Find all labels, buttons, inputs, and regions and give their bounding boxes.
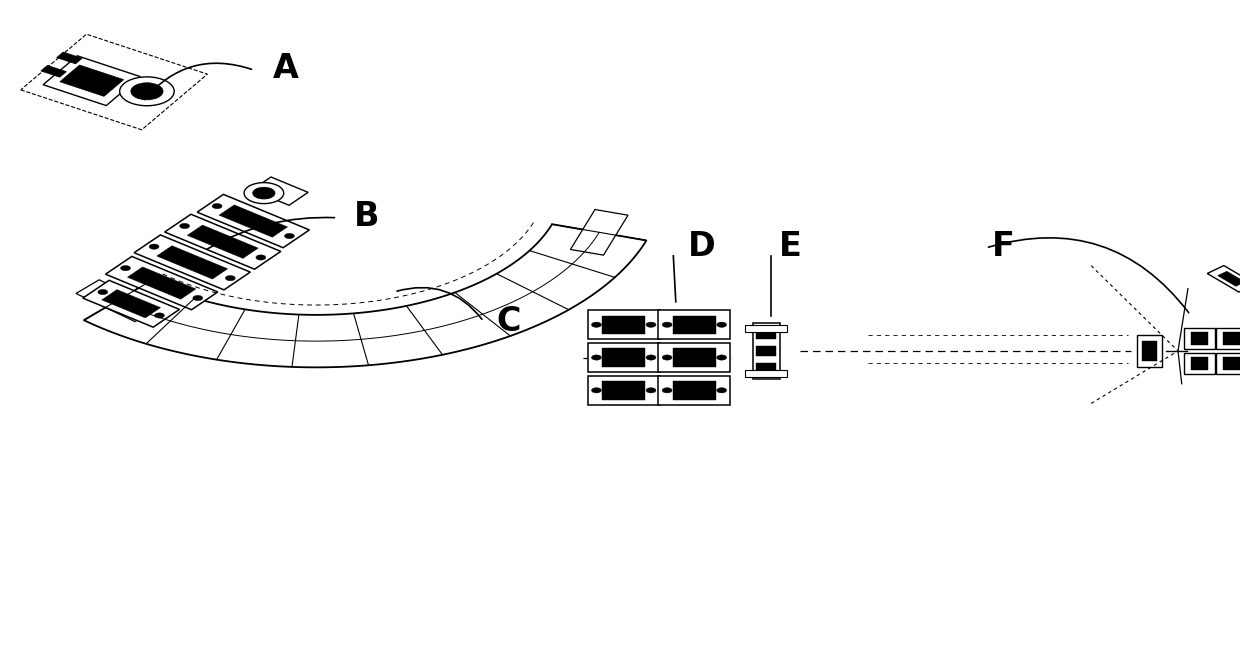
Circle shape (717, 388, 727, 393)
Polygon shape (588, 310, 660, 339)
Polygon shape (1215, 328, 1240, 349)
Polygon shape (252, 177, 308, 205)
Circle shape (120, 77, 175, 106)
Polygon shape (1223, 357, 1240, 370)
Polygon shape (156, 246, 228, 279)
Polygon shape (219, 205, 288, 237)
Polygon shape (102, 289, 160, 318)
Polygon shape (1183, 353, 1214, 374)
Polygon shape (1223, 332, 1240, 345)
Circle shape (662, 322, 672, 327)
Text: D: D (688, 230, 715, 262)
Polygon shape (1190, 332, 1208, 345)
Polygon shape (57, 52, 82, 64)
Circle shape (717, 355, 727, 360)
Circle shape (255, 255, 265, 260)
Polygon shape (588, 376, 660, 405)
Polygon shape (1137, 335, 1162, 367)
Circle shape (717, 322, 727, 327)
Circle shape (591, 322, 601, 327)
Circle shape (244, 182, 284, 203)
Polygon shape (83, 280, 180, 327)
Polygon shape (603, 381, 645, 400)
Polygon shape (570, 209, 627, 255)
Text: E: E (779, 230, 801, 262)
Circle shape (98, 289, 108, 295)
Polygon shape (658, 376, 730, 405)
Circle shape (253, 187, 275, 199)
Polygon shape (603, 348, 645, 367)
Polygon shape (745, 370, 787, 377)
Polygon shape (1215, 353, 1240, 374)
Polygon shape (756, 330, 776, 339)
Circle shape (120, 266, 130, 271)
Circle shape (131, 83, 164, 100)
Circle shape (226, 276, 236, 281)
Polygon shape (128, 267, 196, 299)
Polygon shape (1142, 341, 1157, 361)
Circle shape (646, 388, 656, 393)
Polygon shape (1190, 357, 1208, 370)
Polygon shape (105, 256, 218, 310)
Polygon shape (1218, 271, 1240, 287)
Circle shape (193, 295, 203, 300)
Polygon shape (603, 316, 645, 334)
Text: A: A (273, 52, 299, 85)
Circle shape (591, 355, 601, 360)
Polygon shape (76, 280, 159, 321)
Text: B: B (353, 200, 379, 233)
Polygon shape (187, 225, 258, 258)
Polygon shape (658, 343, 730, 372)
Text: F: F (992, 230, 1014, 262)
Circle shape (662, 388, 672, 393)
Polygon shape (60, 65, 124, 96)
Polygon shape (165, 215, 280, 269)
Polygon shape (41, 66, 67, 77)
Circle shape (212, 203, 222, 209)
Circle shape (662, 355, 672, 360)
Polygon shape (745, 325, 787, 331)
Circle shape (149, 244, 159, 249)
Polygon shape (588, 343, 660, 372)
Polygon shape (1183, 328, 1214, 349)
Polygon shape (134, 235, 250, 290)
Polygon shape (673, 381, 715, 400)
Circle shape (646, 355, 656, 360)
Polygon shape (673, 348, 715, 367)
Circle shape (284, 234, 294, 239)
Text: C: C (496, 305, 521, 338)
Polygon shape (197, 194, 310, 248)
Polygon shape (84, 224, 646, 367)
Polygon shape (658, 310, 730, 339)
Circle shape (646, 322, 656, 327)
Polygon shape (1208, 266, 1240, 292)
Circle shape (591, 388, 601, 393)
Polygon shape (673, 316, 715, 334)
Polygon shape (43, 56, 140, 106)
Circle shape (180, 223, 190, 228)
Polygon shape (756, 363, 776, 372)
Circle shape (155, 313, 165, 318)
Polygon shape (756, 346, 776, 356)
Polygon shape (753, 323, 780, 379)
